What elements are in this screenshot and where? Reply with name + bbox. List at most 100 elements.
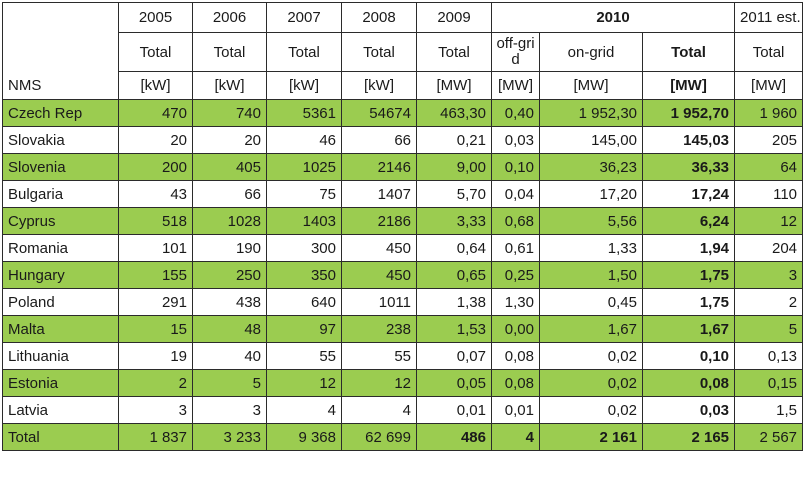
value-2007: 4 [266,396,342,424]
header-row-years: NMS 2005 2006 2007 2008 2009 2010 2011 e… [2,2,804,100]
country-name: Hungary [2,261,119,289]
value-ongrid: 145,00 [539,126,643,154]
value-2010-total: 0,08 [641,369,736,397]
value-2005: 20 [118,126,193,154]
subheader-2011: Total [734,32,804,72]
totals-2010: 2 165 [641,423,736,451]
value-2008: 66 [341,126,417,154]
value-2011: 5 [734,315,804,343]
value-2009: 0,01 [416,396,492,424]
value-2010-total: 0,03 [641,396,736,424]
year-2011-header: 2011 est. [734,2,804,33]
value-2006: 48 [192,315,267,343]
unit-2005: [kW] [118,71,193,100]
value-2011: 0,13 [734,342,804,370]
totals-2006: 3 233 [192,423,267,451]
value-ongrid: 0,02 [539,342,643,370]
value-2010-total: 36,33 [641,153,736,181]
unit-ongrid: [MW] [539,71,643,100]
totals-2008: 62 699 [341,423,417,451]
value-2008: 238 [341,315,417,343]
value-ongrid: 1,67 [539,315,643,343]
value-2011: 205 [734,126,804,154]
value-2011: 1 960 [734,99,804,127]
subheader-2005: Total [118,32,193,72]
value-2006: 40 [192,342,267,370]
value-offgrid: 1,30 [491,288,540,316]
country-name: Czech Rep [2,99,119,127]
value-2006: 20 [192,126,267,154]
table-row: Estonia 2 5 12 12 0,05 0,08 0,02 0,08 0,15 [2,369,804,397]
subheader-2007: Total [266,32,342,72]
value-2007: 12 [266,369,342,397]
value-2007: 300 [266,234,342,262]
value-ongrid: 1,50 [539,261,643,289]
value-2008: 2186 [341,207,417,235]
table-row: Slovakia 20 20 46 66 0,21 0,03 145,00 145,03 205 [2,126,804,154]
value-2007: 1025 [266,153,342,181]
value-2010-total: 1,94 [641,234,736,262]
value-2009: 5,70 [416,180,492,208]
value-2010-total: 0,10 [641,342,736,370]
value-2009: 1,38 [416,288,492,316]
value-2010-total: 145,03 [641,126,736,154]
subheader-2010-total: Total [641,32,736,72]
country-name: Lithuania [2,342,119,370]
value-2007: 1403 [266,207,342,235]
year-2009-header: 2009 [416,2,492,33]
value-2011: 2 [734,288,804,316]
value-2009: 9,00 [416,153,492,181]
unit-2006: [kW] [192,71,267,100]
value-2007: 46 [266,126,342,154]
value-2008: 55 [341,342,417,370]
value-2010-total: 6,24 [641,207,736,235]
value-offgrid: 0,68 [491,207,540,235]
value-ongrid: 17,20 [539,180,643,208]
value-2008: 2146 [341,153,417,181]
value-2005: 101 [118,234,193,262]
value-2009: 0,21 [416,126,492,154]
value-offgrid: 0,61 [491,234,540,262]
value-2006: 190 [192,234,267,262]
table-row: Lithuania 19 40 55 55 0,07 0,08 0,02 0,10 0,13 [2,342,804,370]
value-2007: 350 [266,261,342,289]
value-2007: 5361 [266,99,342,127]
value-2008: 1011 [341,288,417,316]
country-name: Slovenia [2,153,119,181]
value-offgrid: 0,08 [491,342,540,370]
value-2011: 1,5 [734,396,804,424]
value-2008: 12 [341,369,417,397]
value-2007: 55 [266,342,342,370]
table-body: Czech Rep 470 740 5361 54674 463,30 0,40 1 952,… [2,99,804,424]
value-2010-total: 1,75 [641,288,736,316]
value-ongrid: 1 952,30 [539,99,643,127]
table-row: Slovenia 200 405 1025 2146 9,00 0,10 36,23 36,33… [2,153,804,181]
value-ongrid: 5,56 [539,207,643,235]
header-row-subheaders: Total Total Total Total Total off-grid o… [3,32,804,72]
country-name: Cyprus [2,207,119,235]
value-2010-total: 17,24 [641,180,736,208]
value-offgrid: 0,04 [491,180,540,208]
value-2006: 405 [192,153,267,181]
value-2006: 438 [192,288,267,316]
value-2006: 66 [192,180,267,208]
value-2007: 75 [266,180,342,208]
value-2011: 110 [734,180,804,208]
value-ongrid: 0,02 [539,396,643,424]
subheader-2006: Total [192,32,267,72]
country-name: Estonia [2,369,119,397]
value-2005: 518 [118,207,193,235]
value-2010-total: 1,75 [641,261,736,289]
value-2008: 450 [341,234,417,262]
subheader-ongrid: on-grid [539,32,643,72]
country-name: Bulgaria [2,180,119,208]
table-row: Poland 291 438 640 1011 1,38 1,30 0,45 1,75 2 [2,288,804,316]
year-2005-header: 2005 [118,2,193,33]
year-2007-header: 2007 [266,2,342,33]
value-2005: 15 [118,315,193,343]
value-2006: 740 [192,99,267,127]
table-row: Malta 15 48 97 238 1,53 0,00 1,67 1,67 5 [2,315,804,343]
value-2008: 450 [341,261,417,289]
value-2005: 2 [118,369,193,397]
value-offgrid: 0,00 [491,315,540,343]
